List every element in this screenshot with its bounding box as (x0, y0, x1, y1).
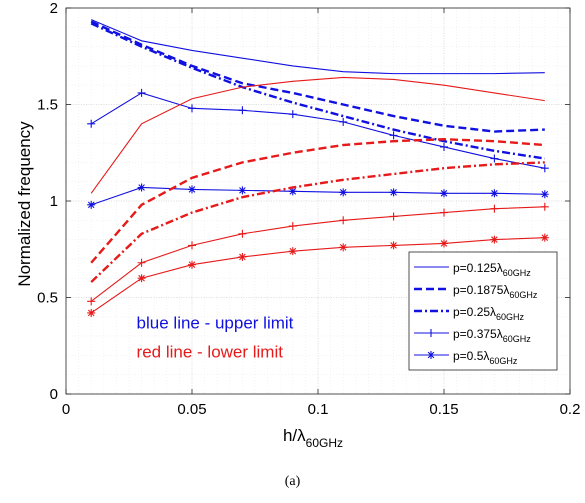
legend-label-main: p=0.25λ (453, 305, 496, 319)
star-marker (440, 239, 448, 247)
star-marker (541, 190, 549, 198)
chart: 0 0.05 0.1 0.15 0.2 0 0.5 1 1.5 2 blue line - upp… (0, 0, 585, 470)
annotation-red: red line - lower limit (137, 342, 284, 361)
y-tick-label: 1.5 (37, 97, 58, 114)
star-marker (339, 188, 347, 196)
y-tick-label: 0 (50, 386, 58, 403)
legend-label-main: p=0.375λ (453, 327, 503, 341)
x-axis-label: h/λ60GHz (283, 426, 343, 450)
star-marker (440, 189, 448, 197)
x-tick-label: 0.05 (177, 401, 206, 418)
star-marker (138, 274, 146, 282)
star-marker (188, 261, 196, 269)
plus-marker (289, 222, 297, 230)
legend-label-main: p=0.1875λ (453, 283, 509, 297)
plus-marker (289, 110, 297, 118)
star-marker (490, 236, 498, 244)
x-tick-label: 0.15 (429, 401, 458, 418)
legend-label-main: p=0.125λ (453, 261, 503, 275)
star-marker (188, 185, 196, 193)
legend-label-subscript: 60GHz (509, 290, 538, 300)
y-tick-label: 0.5 (37, 290, 58, 307)
plus-marker (188, 241, 196, 249)
star-marker (390, 188, 398, 196)
legend-label-subscript: 60GHz (503, 334, 532, 344)
star-marker (87, 201, 95, 209)
plus-marker (440, 209, 448, 217)
plus-marker (490, 155, 498, 163)
legend-label-subscript: 60GHz (489, 356, 518, 366)
figure-caption: (a) (0, 474, 585, 490)
plus-marker (390, 131, 398, 139)
star-marker (87, 309, 95, 317)
star-marker (238, 253, 246, 261)
x-axis-label-main: h/λ (283, 426, 306, 445)
plus-marker (238, 106, 246, 114)
plus-marker (390, 212, 398, 220)
x-tick-label: 0.1 (308, 401, 329, 418)
plus-marker (541, 203, 549, 211)
star-marker (339, 243, 347, 251)
star-marker (390, 241, 398, 249)
x-tick-label: 0.2 (560, 401, 581, 418)
plus-marker (490, 205, 498, 213)
star-marker (289, 247, 297, 255)
plus-marker (188, 104, 196, 112)
y-tick-label: 1 (50, 193, 58, 210)
star-marker (541, 234, 549, 242)
plus-marker (87, 120, 95, 128)
plus-marker (339, 216, 347, 224)
legend: p=0.125λ60GHzp=0.1875λ60GHzp=0.25λ60GHzp… (409, 252, 557, 370)
x-tick-label: 0 (62, 401, 70, 418)
star-marker (238, 186, 246, 194)
plus-marker (440, 143, 448, 151)
star-marker (138, 183, 146, 191)
y-tick-label: 2 (50, 0, 58, 17)
legend-label-main: p=0.5λ (453, 349, 489, 363)
annotation-blue: blue line - upper limit (137, 313, 294, 332)
star-marker (490, 189, 498, 197)
annotations: blue line - upper limit red line - lower … (137, 313, 294, 361)
y-axis-label: Normalized frequency (15, 121, 34, 287)
plus-marker (238, 230, 246, 238)
x-axis-label-subscript: 60GHz (306, 436, 343, 450)
plus-marker (339, 118, 347, 126)
plus-marker (541, 164, 549, 172)
legend-label-subscript: 60GHz (496, 312, 525, 322)
star-marker (427, 351, 435, 359)
legend-label-subscript: 60GHz (503, 268, 532, 278)
plus-marker (138, 89, 146, 97)
